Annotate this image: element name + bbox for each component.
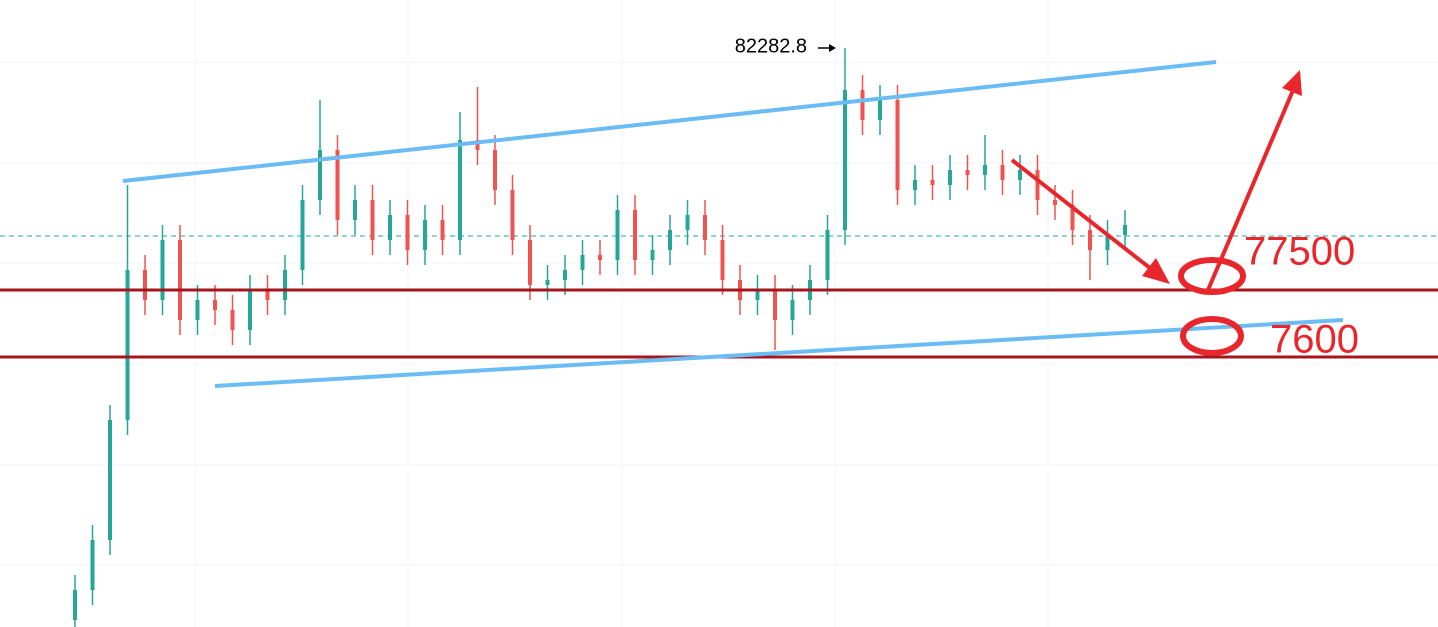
candle-body	[1088, 230, 1092, 250]
candle-body	[440, 220, 445, 240]
candle-body	[283, 270, 287, 300]
channel-upper	[122, 60, 1217, 183]
candle-body	[668, 230, 672, 250]
candle-body	[195, 300, 200, 320]
candle-body	[160, 240, 165, 300]
candle-body	[300, 200, 305, 270]
candle-body	[755, 290, 760, 300]
candle-body	[913, 180, 917, 190]
candle-body	[318, 150, 322, 200]
down-arrowhead	[1142, 258, 1170, 284]
candle-body	[790, 300, 795, 320]
candle-body	[90, 540, 95, 590]
candle-body	[265, 290, 270, 300]
candle-body	[335, 150, 340, 220]
candle-body	[650, 250, 655, 260]
target-circle	[1178, 257, 1246, 295]
candle-body	[528, 240, 532, 285]
candle-body	[1105, 235, 1110, 250]
candle-body	[230, 310, 235, 330]
candle-body	[860, 90, 865, 120]
candle-body	[545, 280, 550, 285]
target-circle	[1180, 316, 1244, 356]
candle-body	[563, 270, 567, 280]
candle-body	[213, 300, 217, 310]
candle-body	[720, 240, 725, 280]
level-label: 7600	[1270, 318, 1359, 362]
candle-body	[1123, 225, 1127, 235]
candle-body	[143, 270, 147, 300]
candle-body	[108, 420, 112, 540]
candle-body	[493, 150, 497, 190]
candle-body	[353, 200, 357, 220]
candle-body	[930, 180, 935, 185]
candle-body	[370, 200, 375, 240]
candle-body	[423, 220, 427, 250]
candle-body	[388, 215, 392, 240]
up-arrow	[1206, 87, 1296, 291]
candle-body	[510, 190, 515, 240]
candle-body	[1018, 170, 1022, 180]
candle-body	[843, 90, 847, 230]
high-pointer-head	[829, 44, 836, 52]
candle-body	[458, 140, 462, 240]
candle-body	[475, 140, 480, 150]
candle-body	[1070, 205, 1075, 230]
down-arrow	[1010, 158, 1157, 274]
high-label: 82282.8	[735, 35, 807, 57]
candle-body	[703, 215, 707, 240]
candle-body	[580, 255, 585, 270]
candle-body	[685, 215, 690, 230]
candle-body	[615, 210, 620, 260]
candle-body	[633, 210, 637, 260]
candle-body	[405, 215, 410, 250]
candles	[73, 47, 1127, 627]
candle-body	[125, 270, 130, 420]
level-label: 77500	[1244, 230, 1355, 274]
channel-lower	[214, 318, 1344, 388]
candle-body	[895, 100, 900, 190]
candle-body	[248, 290, 252, 330]
candle-body	[948, 170, 952, 185]
candle-body	[965, 170, 970, 175]
candle-body	[878, 100, 882, 120]
candle-body	[1035, 170, 1040, 200]
candle-body	[73, 590, 77, 620]
candle-body	[773, 290, 777, 320]
candle-body	[825, 230, 830, 280]
candle-body	[178, 240, 182, 320]
candle-body	[1000, 165, 1005, 180]
candle-body	[983, 165, 987, 175]
up-arrowhead	[1282, 70, 1302, 96]
candle-body	[1053, 200, 1057, 205]
candle-body	[598, 255, 602, 260]
